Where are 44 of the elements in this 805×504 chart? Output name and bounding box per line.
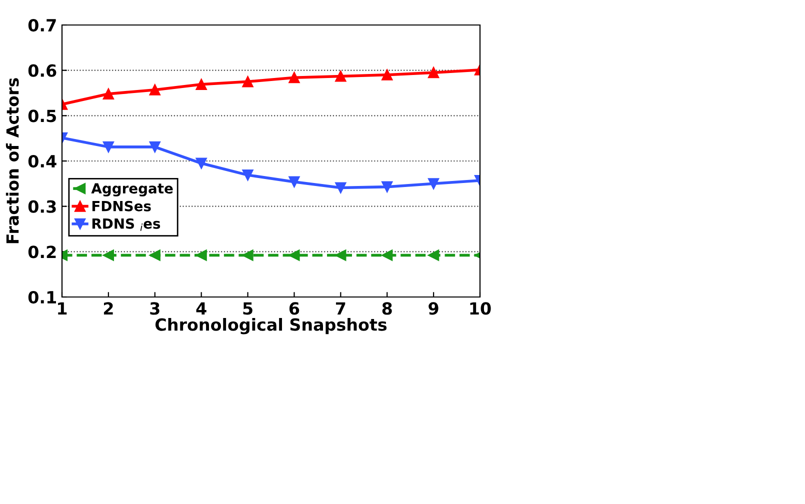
point (102, 250, 114, 261)
point (288, 72, 300, 84)
point (196, 78, 207, 90)
y-tick-label: 0.3 (28, 200, 56, 213)
legend-label: RDNS $_{i}$es (92, 218, 160, 231)
point (149, 84, 160, 96)
point (102, 88, 114, 100)
x-tick-label: 4 (196, 302, 206, 315)
y-tick-label: 0.5 (28, 110, 56, 122)
legend-label: Aggregate (91, 183, 173, 196)
point (428, 67, 440, 78)
x-tick-label: 1 (58, 302, 67, 315)
x-tick-label: 8 (382, 302, 392, 315)
x-axis-title: Chronological Snapshots (155, 318, 387, 334)
point (102, 141, 114, 153)
x-tick-label: 3 (150, 302, 160, 315)
point (149, 250, 160, 261)
x-tick-label: 6 (289, 302, 300, 315)
point (382, 181, 393, 192)
y-tick-label: 0.2 (28, 246, 56, 258)
point (335, 70, 346, 82)
point (288, 176, 300, 188)
x-tick-label: 7 (336, 302, 346, 315)
x-tick-label: 2 (104, 302, 113, 315)
y-tick-label: 0.1 (28, 290, 56, 304)
point (335, 182, 346, 194)
point (382, 69, 393, 80)
point (242, 169, 254, 181)
y-axis-title: Fraction of Actors (6, 78, 19, 244)
x-tick-label: 10 (470, 302, 491, 315)
point (242, 76, 254, 88)
point (335, 250, 346, 261)
point (196, 158, 207, 169)
y-tick-label: 0.7 (28, 18, 56, 32)
x-tick-label: 5 (243, 302, 252, 315)
point (288, 250, 300, 261)
legend-label: FDNSes (92, 200, 151, 212)
point (428, 178, 440, 190)
point (428, 250, 440, 261)
y-tick-label: 0.6 (28, 64, 56, 77)
point (149, 141, 160, 153)
y-tick-label: 0.4 (28, 154, 56, 168)
x-tick-label: 9 (428, 302, 438, 315)
point (382, 250, 393, 261)
